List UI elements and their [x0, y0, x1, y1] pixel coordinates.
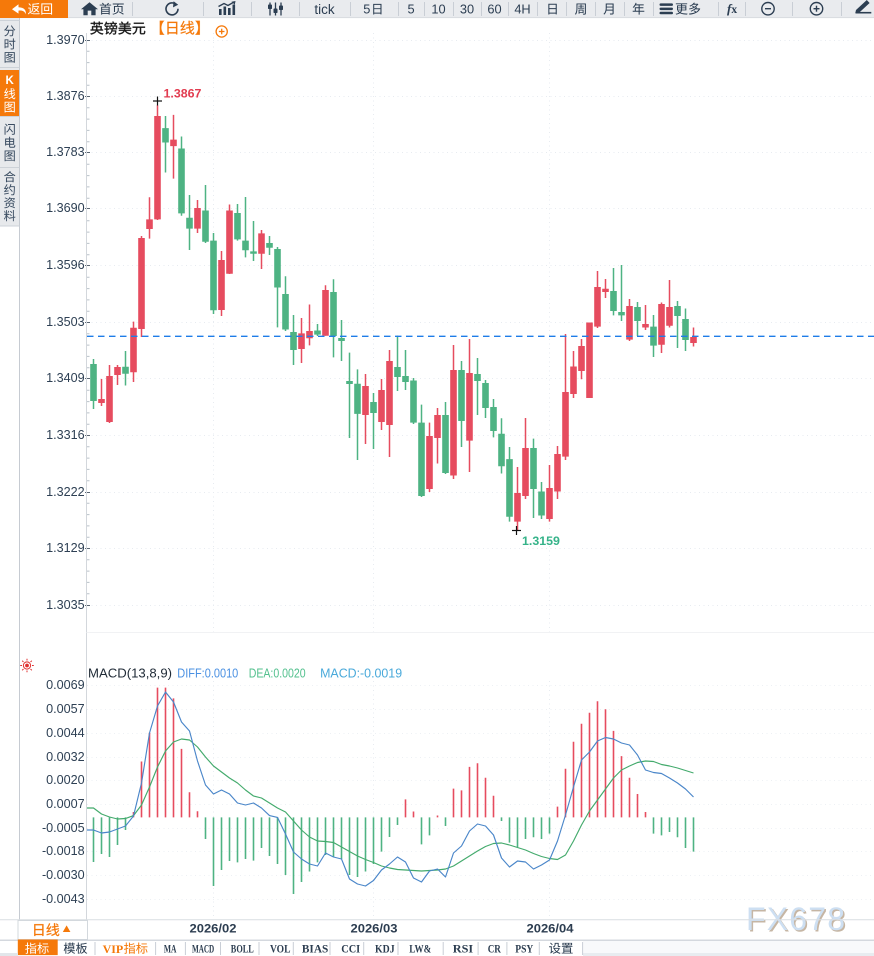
svg-text:0.0044: 0.0044	[46, 726, 85, 740]
svg-text:RSI: RSI	[453, 942, 474, 956]
svg-text:MACD:-0.0019: MACD:-0.0019	[320, 666, 402, 681]
svg-text:1.3783: 1.3783	[46, 145, 85, 159]
svg-text:fx: fx	[727, 1, 737, 16]
svg-text:tick: tick	[314, 2, 335, 17]
svg-text:5: 5	[363, 2, 370, 17]
svg-text:2026/03: 2026/03	[351, 922, 398, 936]
svg-text:-0.0018: -0.0018	[42, 844, 85, 858]
svg-text:CR: CR	[488, 942, 502, 956]
svg-text:K: K	[6, 75, 15, 87]
svg-text:-0.0005: -0.0005	[42, 821, 85, 835]
svg-text:1.3409: 1.3409	[46, 371, 85, 385]
svg-text:60: 60	[487, 2, 501, 17]
svg-text:1.3690: 1.3690	[46, 201, 85, 215]
svg-text:PSY: PSY	[515, 942, 533, 956]
svg-text:0.0069: 0.0069	[46, 678, 85, 692]
svg-text:CCI: CCI	[341, 942, 360, 956]
svg-text:LW&: LW&	[409, 942, 431, 956]
svg-text:BOLL: BOLL	[231, 942, 254, 956]
svg-text:1.3867: 1.3867	[164, 87, 202, 101]
svg-text:2026/02: 2026/02	[190, 922, 237, 936]
svg-text:1.3970: 1.3970	[46, 33, 85, 47]
svg-text:MACD(13,8,9): MACD(13,8,9)	[88, 666, 172, 681]
svg-text:4H: 4H	[514, 2, 530, 17]
svg-text:0.0020: 0.0020	[46, 773, 85, 787]
svg-text:1.3035: 1.3035	[46, 598, 85, 612]
svg-text:1.3316: 1.3316	[46, 428, 85, 442]
svg-text:VOL: VOL	[270, 942, 291, 956]
svg-text:5: 5	[407, 2, 414, 17]
svg-text:BIAS: BIAS	[302, 942, 329, 956]
svg-text:1.3596: 1.3596	[46, 258, 85, 272]
svg-text:-0.0043: -0.0043	[42, 892, 85, 906]
svg-text:FX678: FX678	[746, 901, 846, 937]
svg-text:-0.0030: -0.0030	[42, 868, 85, 882]
svg-text:DEA:0.0020: DEA:0.0020	[249, 666, 306, 681]
svg-text:0.0007: 0.0007	[46, 797, 85, 811]
svg-text:10: 10	[431, 2, 445, 17]
svg-text:FX678: FX678	[748, 903, 848, 939]
svg-text:1.3503: 1.3503	[46, 315, 85, 329]
svg-text:1.3159: 1.3159	[522, 534, 560, 548]
svg-text:MACD: MACD	[192, 942, 214, 956]
svg-text:0.0032: 0.0032	[46, 750, 85, 764]
svg-text:KDJ: KDJ	[375, 942, 395, 956]
svg-text:DIFF:0.0010: DIFF:0.0010	[177, 666, 238, 681]
svg-text:2026/04: 2026/04	[527, 922, 574, 936]
svg-text:0.0057: 0.0057	[46, 702, 85, 716]
svg-text:VIP: VIP	[103, 942, 124, 956]
svg-text:1.3222: 1.3222	[46, 485, 85, 499]
svg-text:MA: MA	[164, 942, 177, 956]
svg-text:30: 30	[460, 2, 474, 17]
svg-text:1.3129: 1.3129	[46, 541, 85, 555]
svg-text:1.3876: 1.3876	[46, 89, 85, 103]
